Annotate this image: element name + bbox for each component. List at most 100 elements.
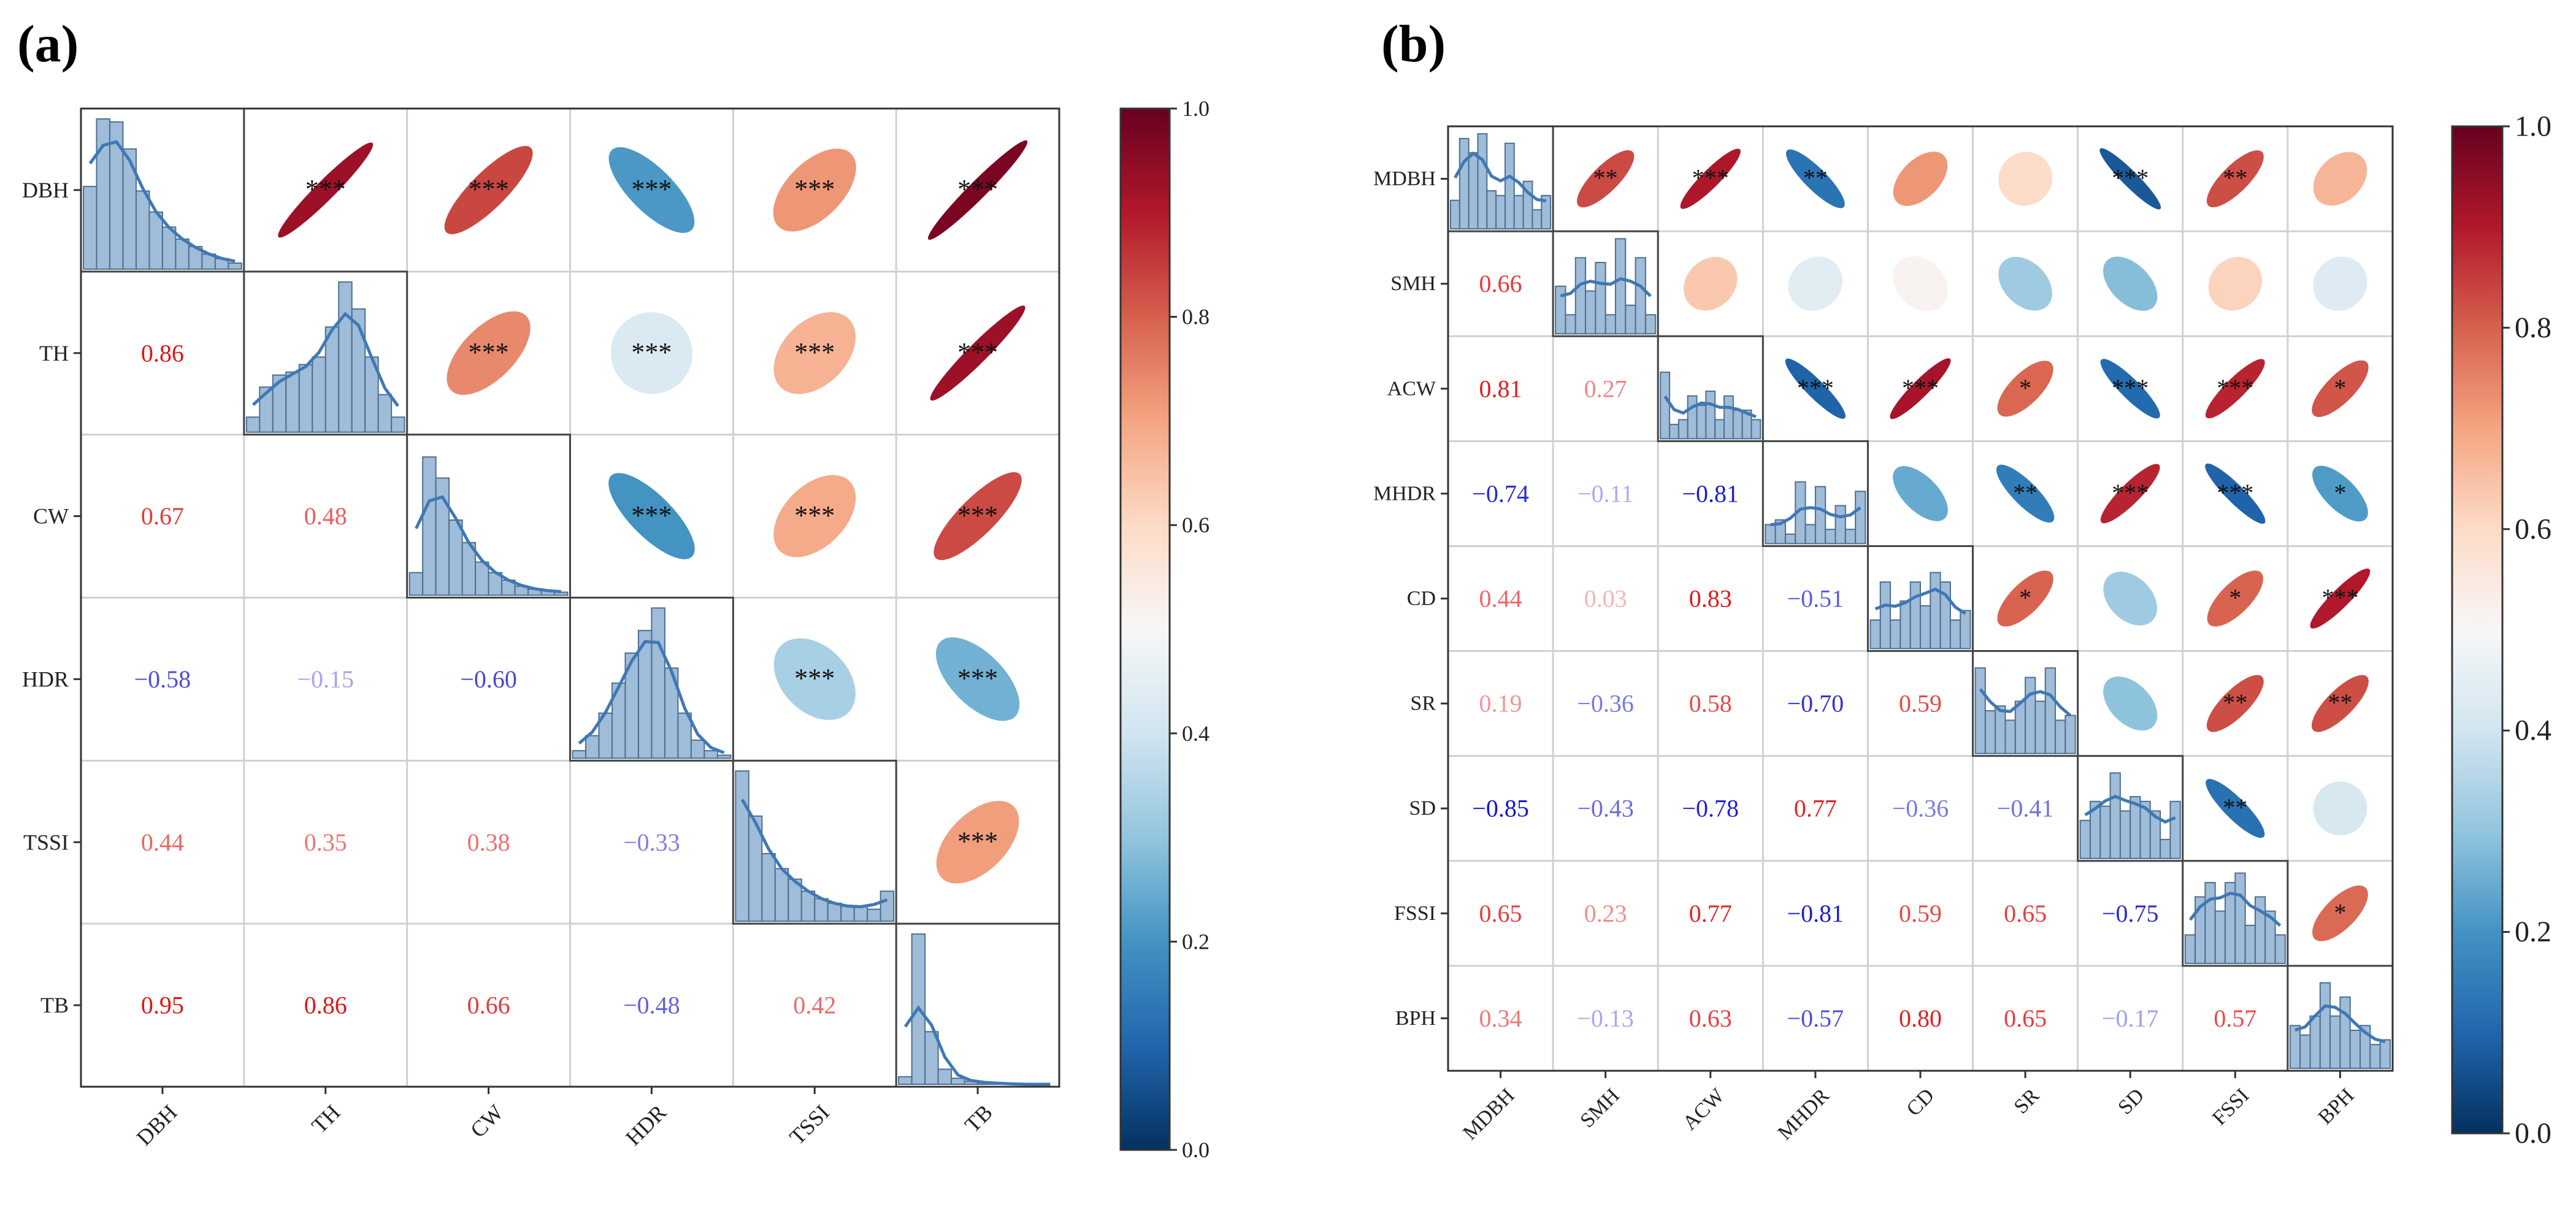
ellipse-SR-SD [2103, 676, 2158, 731]
corr-value-SD-SMH: −0.43 [1577, 795, 1634, 822]
diagonal-cell-frame [732, 759, 897, 925]
histogram-bar [867, 908, 881, 922]
histogram-bar [1477, 133, 1488, 230]
histogram-bar [1705, 390, 1716, 440]
corr-ellipse [773, 312, 856, 394]
corr-value-CW-TH: 0.48 [304, 502, 347, 530]
significance-stars: * [2334, 898, 2346, 926]
colorbar-tick-label: 1.0 [2515, 110, 2551, 143]
histogram-bar [312, 356, 326, 433]
histogram-bar [1765, 524, 1776, 545]
histogram-bar [2169, 800, 2181, 859]
corr-ellipse [2103, 256, 2158, 311]
significance-stars: ** [1593, 164, 1618, 192]
corr-ellipse [2206, 150, 2264, 208]
histogram-bar [1909, 581, 1922, 649]
colorbar-gradient [1119, 107, 1171, 1151]
histogram-bar [2079, 819, 2091, 859]
histogram-bar [937, 1068, 953, 1085]
corr-value-TSSI-TH: 0.35 [304, 829, 347, 856]
diagonal-cell-frame [1761, 440, 1869, 547]
ellipse-DBH-TB: *** [928, 140, 1028, 240]
significance-stars: *** [794, 337, 835, 367]
histogram-bar [2004, 719, 2016, 754]
ellipse-ACW-SD: *** [2100, 359, 2160, 419]
ellipse-MDBH-SMH: ** [1577, 150, 1635, 208]
histogram-SR [1972, 650, 2079, 757]
histogram-bar [2274, 934, 2286, 964]
density-curve [740, 798, 888, 909]
histogram-bar [408, 572, 424, 596]
histogram-TB [895, 922, 1060, 1088]
histogram-bar [1714, 419, 1725, 440]
y-label-TSSI: TSSI [23, 830, 69, 854]
significance-stars: *** [957, 664, 998, 694]
histogram-bar [1804, 524, 1816, 545]
histogram-bar [448, 519, 463, 596]
diagonal-cell-frame [406, 434, 572, 599]
histogram-bar [338, 281, 353, 433]
histogram-bar [2349, 1030, 2361, 1070]
corr-value-TB-DBH: 0.95 [141, 992, 184, 1019]
x-label-SMH: SMH [1576, 1084, 1623, 1132]
histogram-bar [880, 890, 895, 922]
significance-stars: * [2334, 479, 2346, 507]
corr-value-SR-MDBH: 0.19 [1479, 690, 1522, 718]
density-curve [251, 312, 399, 407]
histogram-bar [840, 905, 855, 922]
colorbar-tick-label: 0.2 [1182, 929, 1209, 954]
corr-ellipse [2103, 572, 2158, 626]
ellipse-DBH-TH: *** [278, 142, 374, 238]
histogram-DBH [80, 107, 245, 273]
y-label-FSSI: FSSI [1394, 902, 1436, 925]
corr-ellipse [1788, 256, 1843, 311]
density-curve [903, 1005, 1051, 1086]
x-label-CD: CD [1903, 1084, 1939, 1121]
density-curve [2294, 1004, 2386, 1044]
histogram-bar [554, 591, 569, 596]
histogram-bar [1635, 257, 1646, 335]
y-label-SMH: SMH [1390, 272, 1436, 295]
corr-value-CW-DBH: 0.67 [141, 502, 184, 530]
colorbar-tick-label: 0.0 [1182, 1138, 1209, 1162]
corr-value-TB-TSSI: 0.42 [793, 992, 836, 1019]
corr-ellipse [936, 800, 1019, 884]
histogram-bar [1696, 405, 1707, 440]
histogram-SD [2077, 755, 2184, 862]
ellipse-TSSI-TB: *** [936, 800, 1019, 884]
matrix-frame-a [80, 107, 1060, 1088]
density-curve [1874, 588, 1966, 615]
histogram-BPH [2287, 965, 2394, 1072]
corr-value-TH-DBH: 0.86 [141, 339, 184, 367]
significance-stars: *** [2112, 374, 2149, 402]
significance-stars: ** [2223, 794, 2247, 821]
x-label-BPH: BPH [2314, 1084, 2359, 1129]
density-curve [2188, 892, 2282, 927]
density-curve [88, 140, 236, 263]
significance-stars: ** [1803, 164, 1828, 192]
ellipse-SR-FSSI: ** [2206, 675, 2264, 732]
corr-value-HDR-DBH: −0.58 [134, 665, 191, 693]
histogram-bar [1459, 137, 1470, 230]
x-label-MDBH: MDBH [1459, 1084, 1519, 1144]
corr-value-TB-TH: 0.86 [304, 992, 347, 1019]
ellipse-DBH-TSSI: *** [773, 148, 856, 232]
corr-ellipse [1997, 570, 2053, 627]
significance-stars: * [2334, 374, 2346, 402]
ellipse-DBH-CW: *** [444, 145, 533, 234]
ellipse-CW-TB: *** [933, 472, 1022, 561]
histogram-TH [243, 270, 408, 436]
significance-stars: *** [1902, 374, 1939, 402]
histogram-bar [2319, 982, 2331, 1070]
corr-ellipse [1893, 466, 1948, 521]
histogram-bar [1595, 262, 1606, 335]
significance-stars: *** [469, 337, 509, 367]
ellipse-CD-SD [2103, 572, 2158, 626]
histogram-bar [1899, 600, 1911, 649]
ellipse-SR-BPH: ** [2311, 675, 2369, 732]
histogram-bar [853, 905, 868, 922]
corr-ellipse [773, 475, 856, 557]
histogram-bar [572, 750, 586, 759]
panel-label-a: (a) [17, 14, 79, 73]
x-label-TH: TH [307, 1100, 345, 1138]
